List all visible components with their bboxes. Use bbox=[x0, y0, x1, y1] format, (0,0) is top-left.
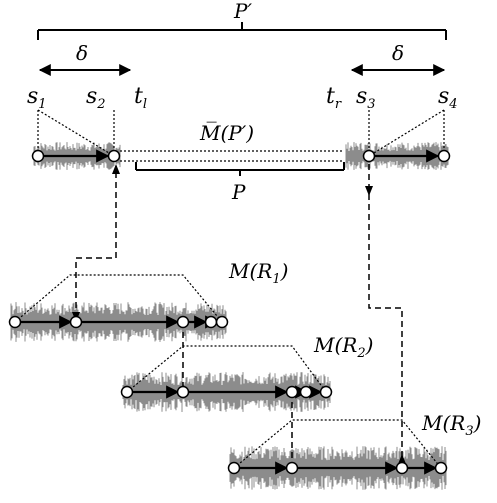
node-s3 bbox=[362, 149, 376, 163]
m-r2-label: M(R2) bbox=[313, 333, 373, 361]
m-bar-p-prime-label: M̅(P′) bbox=[199, 120, 254, 145]
s2-label: s2 bbox=[86, 84, 106, 112]
s1-label: s1 bbox=[27, 84, 47, 112]
row-r2 bbox=[120, 345, 333, 399]
tl-label: tl bbox=[134, 84, 147, 112]
p-prime-label: P′ bbox=[233, 0, 252, 23]
delta-left-label: δ bbox=[76, 41, 88, 65]
node-s1 bbox=[31, 149, 45, 163]
row-r3 bbox=[227, 419, 448, 475]
node-s2 bbox=[107, 149, 121, 163]
row-r1 bbox=[8, 274, 229, 329]
m-r3-label: M(R3) bbox=[421, 411, 481, 439]
tr-label: tr bbox=[326, 84, 342, 112]
m-r1-label: M(R1) bbox=[228, 259, 288, 287]
p-label: P bbox=[231, 180, 246, 204]
dashed-connectors bbox=[72, 164, 406, 466]
node-s4 bbox=[437, 149, 451, 163]
s3-label: s3 bbox=[356, 84, 376, 112]
p-prime-bracket bbox=[37, 22, 447, 40]
s4-label: s4 bbox=[438, 84, 458, 112]
top-row bbox=[31, 109, 451, 176]
delta-right-label: δ bbox=[392, 41, 404, 65]
